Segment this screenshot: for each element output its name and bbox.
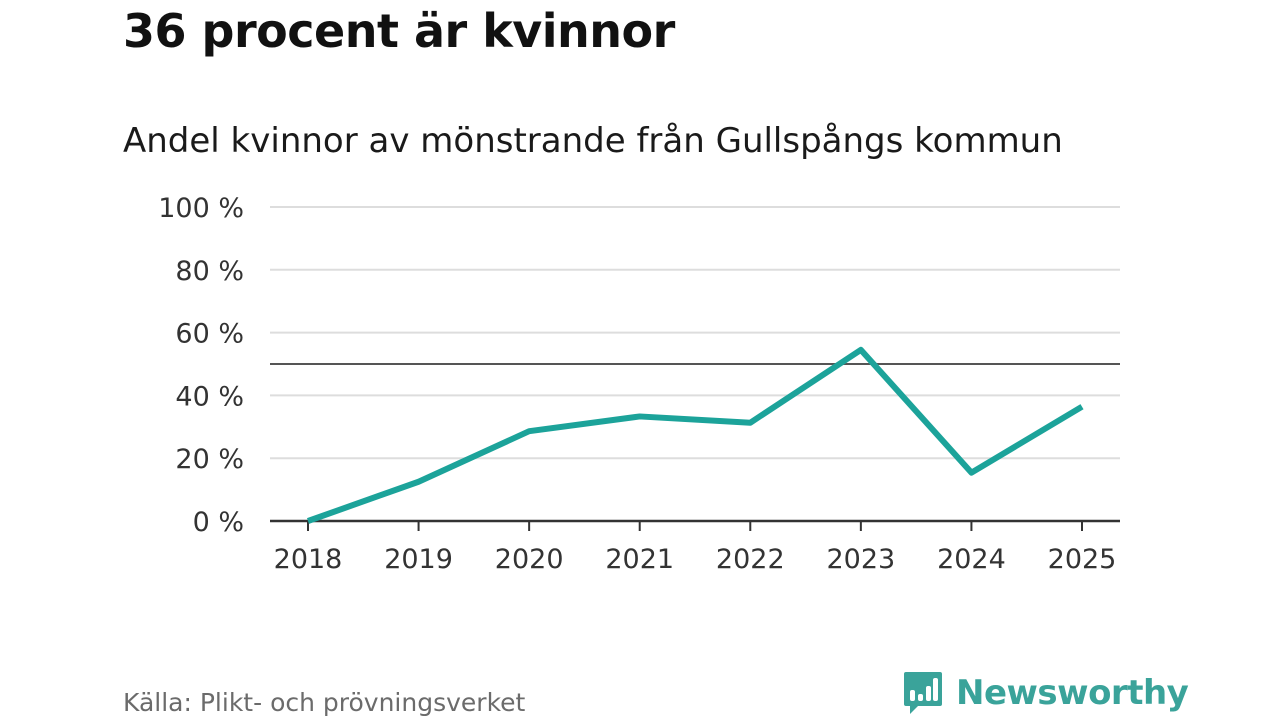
y-tick-label: 60 % (175, 319, 244, 350)
logo-text: Newsworthy (956, 673, 1189, 713)
y-axis-ticks: 0 % 20 % 40 % 60 % 80 % 100 % (158, 193, 244, 538)
bar-chart-speech-icon (904, 672, 942, 714)
y-tick-label: 0 % (193, 507, 244, 538)
y-tick-label: 20 % (175, 444, 244, 475)
x-tick-label: 2021 (605, 544, 674, 575)
x-tick-label: 2025 (1048, 544, 1117, 575)
line-chart: 0 % 20 % 40 % 60 % 80 % 100 % 2018 2019 2020 202… (158, 193, 1120, 575)
y-tick-label: 80 % (175, 256, 244, 287)
x-tick-label: 2023 (826, 544, 895, 575)
chart-title: Andel kvinnor av mönstrande från Gullspå… (123, 121, 1063, 161)
grid-lines (270, 206, 1120, 460)
x-tick-label: 2019 (384, 544, 453, 575)
x-tick-label: 2020 (495, 544, 564, 575)
y-tick-label: 40 % (175, 381, 244, 412)
series-line-0 (306, 346, 1084, 524)
source-note: Källa: Plikt- och prövningsverket (123, 688, 526, 717)
x-tick-label: 2024 (937, 544, 1006, 575)
series-group (306, 346, 1084, 524)
x-tick-label: 2018 (274, 544, 343, 575)
headline: 36 procent är kvinnor (123, 4, 675, 58)
newsworthy-logo: Newsworthy (902, 670, 1189, 716)
x-tick-label: 2022 (716, 544, 785, 575)
y-tick-label: 100 % (158, 193, 244, 224)
x-axis: 2018 2019 2020 2021 2022 2023 2024 2025 (270, 519, 1120, 575)
